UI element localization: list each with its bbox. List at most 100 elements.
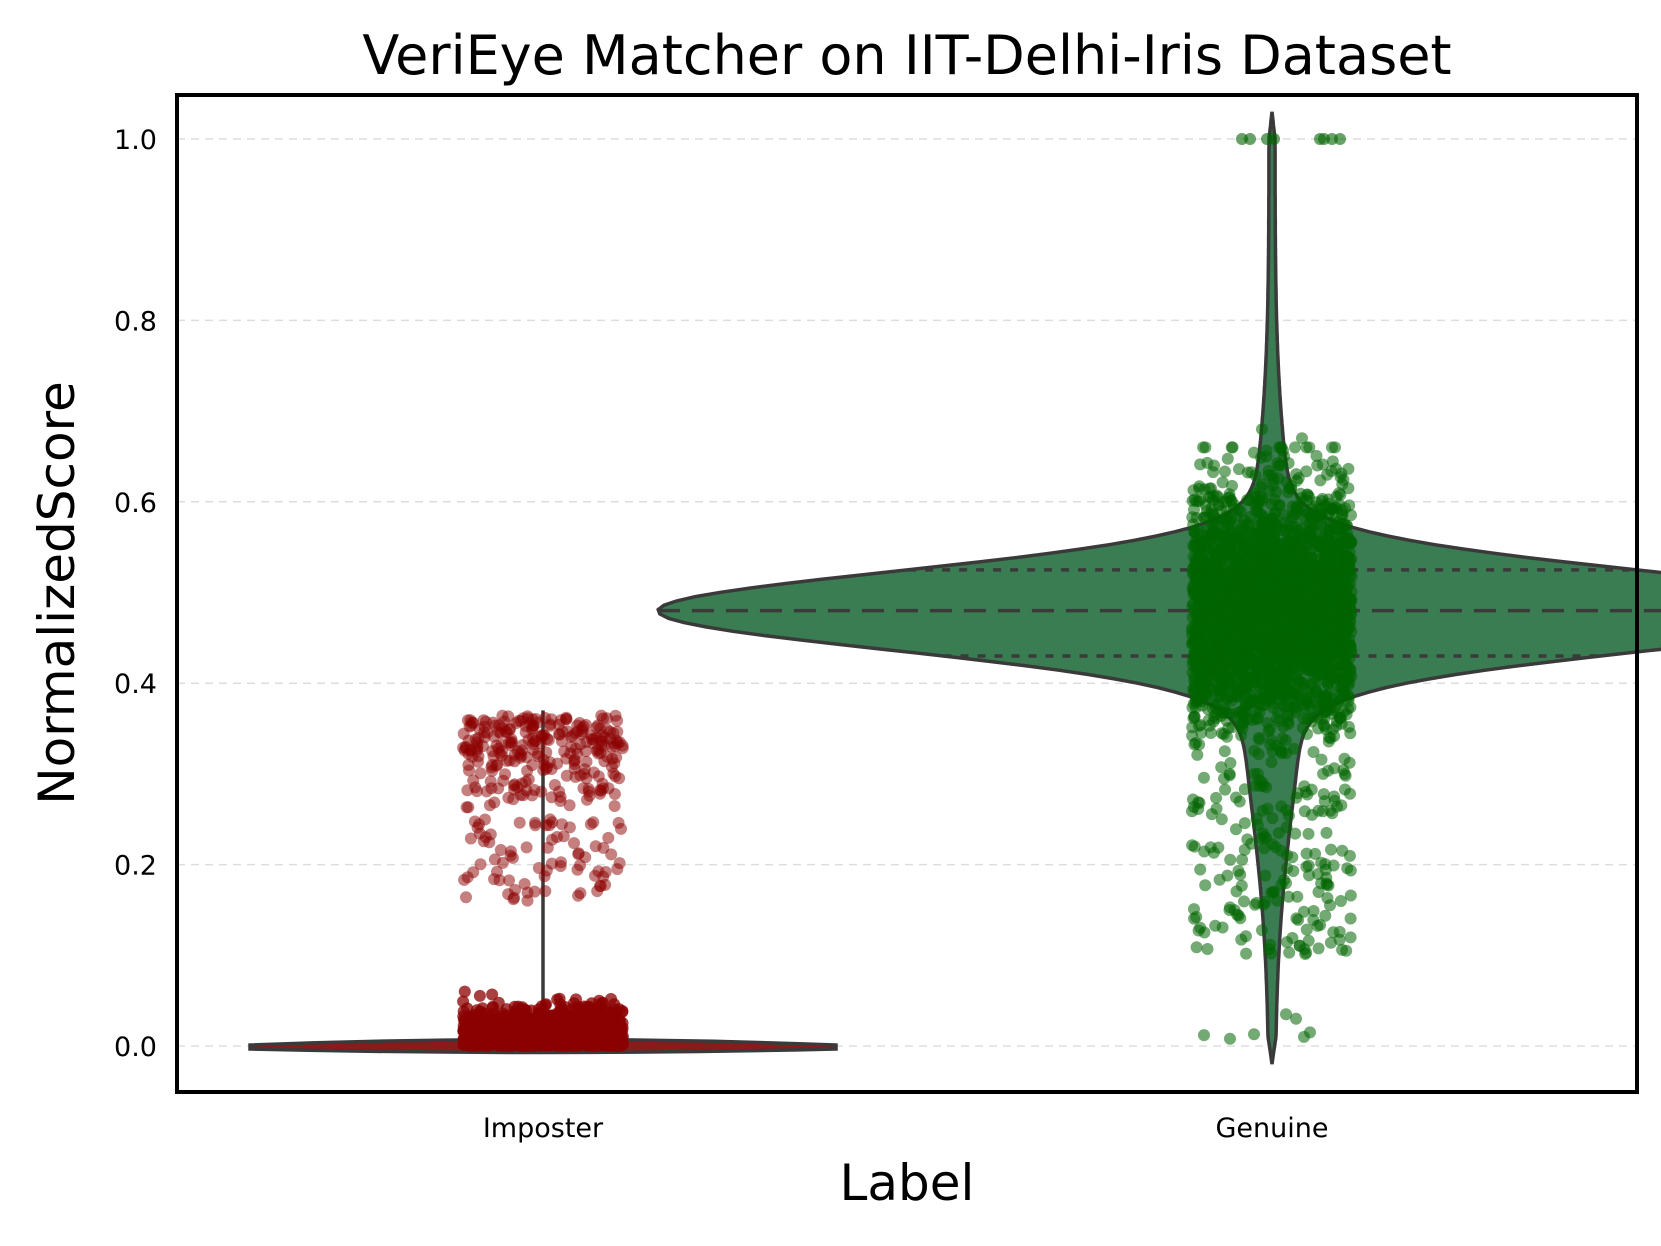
strip-point	[462, 759, 475, 771]
strip-point	[1296, 432, 1308, 445]
strip-point	[1258, 598, 1271, 611]
strip-point	[579, 851, 592, 864]
strip-point	[1198, 926, 1211, 939]
strip-point	[494, 844, 507, 856]
strip-point	[1323, 641, 1336, 654]
strip-point	[1330, 715, 1343, 728]
strip-point	[1208, 459, 1220, 472]
strip-point	[601, 723, 614, 736]
strip-point	[1342, 482, 1355, 495]
strip-point	[605, 848, 618, 861]
strip-point	[1298, 805, 1311, 818]
strip-point	[1208, 515, 1221, 528]
strip-point	[602, 831, 615, 844]
strip-point	[1187, 518, 1200, 531]
strip-point	[1188, 912, 1201, 925]
strip-point	[1198, 1029, 1210, 1042]
strip-point	[464, 832, 477, 845]
strip-point	[1248, 1028, 1260, 1041]
strip-point	[1218, 745, 1231, 758]
strip-point	[461, 871, 474, 884]
strip-point	[1218, 551, 1231, 564]
strip-point	[1312, 607, 1325, 620]
strip-point	[461, 784, 474, 797]
strip-point	[1261, 687, 1274, 700]
strip-point	[1286, 509, 1299, 522]
strip-point	[591, 743, 604, 756]
strip-point	[1230, 885, 1243, 898]
strip-point	[1277, 516, 1290, 529]
strip-point	[493, 1013, 506, 1026]
strip-point	[1213, 628, 1226, 641]
strip-point	[1307, 914, 1320, 926]
strip-point	[1342, 679, 1355, 692]
strip-point	[548, 779, 561, 791]
strip-point	[1240, 947, 1253, 960]
strip-point	[1239, 930, 1252, 943]
strip-point	[538, 729, 551, 742]
strip-point	[518, 878, 531, 890]
strip-point	[1231, 610, 1244, 623]
strip-point	[1244, 133, 1256, 145]
strip-point	[1203, 482, 1216, 495]
strip-point	[1256, 494, 1269, 507]
strip-point	[1214, 604, 1227, 617]
strip-point	[458, 1031, 471, 1044]
strip-point	[1338, 619, 1351, 632]
strip-point	[1281, 685, 1294, 698]
strip-point	[1222, 611, 1235, 624]
strip-point	[1230, 530, 1243, 543]
strip-point	[1292, 587, 1305, 600]
strip-point	[1197, 669, 1210, 682]
strip-point	[1309, 658, 1322, 671]
strip-point	[480, 785, 493, 798]
strip-point	[1344, 912, 1357, 925]
strip-point	[1256, 423, 1268, 436]
strip-point	[1262, 725, 1275, 738]
strip-point	[594, 787, 607, 800]
strip-point	[474, 858, 487, 871]
y-tick-label: 0.2	[114, 851, 157, 882]
strip-point	[1331, 596, 1344, 609]
strip-point	[570, 1003, 582, 1016]
strip-point	[1289, 827, 1302, 840]
strip-point	[1188, 903, 1200, 916]
x-tick-label: Genuine	[1216, 1113, 1329, 1144]
strip-point	[1193, 482, 1206, 495]
strip-point	[1280, 804, 1293, 817]
strip-point	[1300, 658, 1312, 671]
strip-point	[1191, 622, 1204, 635]
strip-point	[1271, 712, 1283, 725]
strip-point	[1235, 729, 1248, 742]
strip-point	[1247, 628, 1260, 641]
strip-point	[580, 755, 593, 768]
strip-point	[540, 819, 553, 832]
strip-point	[1320, 723, 1333, 736]
strip-point	[1209, 919, 1222, 932]
strip-point	[520, 1004, 532, 1017]
strip-point	[579, 745, 592, 758]
strip-point	[1234, 505, 1247, 517]
strip-point	[498, 1029, 511, 1042]
strip-point	[1226, 479, 1238, 492]
strip-point	[1338, 752, 1351, 765]
strip-point	[1267, 539, 1280, 552]
strip-point	[1295, 522, 1308, 535]
strip-point	[1255, 699, 1268, 712]
strip-point	[1224, 853, 1237, 866]
strip-point	[1269, 506, 1282, 519]
strip-point	[1211, 646, 1224, 659]
strip-point	[1215, 761, 1228, 774]
strip-point	[1275, 844, 1288, 857]
strip-point	[1192, 543, 1205, 556]
strip-point	[1203, 654, 1216, 667]
strip-point	[1215, 727, 1228, 740]
strip-point	[514, 751, 527, 764]
strip-point	[581, 1001, 594, 1013]
violin-genuine	[656, 111, 1661, 1065]
strip-point	[1300, 847, 1313, 860]
strip-point	[1200, 627, 1213, 640]
strip-point	[1299, 577, 1312, 590]
x-tick-label: Imposter	[483, 1113, 604, 1144]
strip-point	[465, 719, 478, 732]
